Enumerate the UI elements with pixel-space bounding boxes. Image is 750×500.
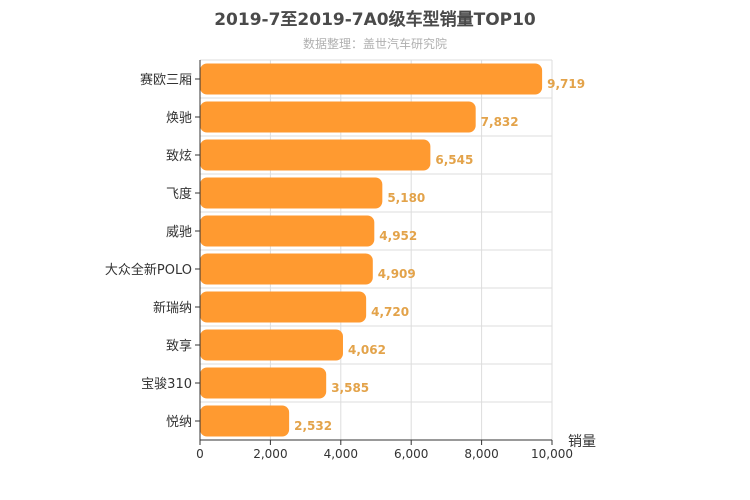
data-label: 9,719 <box>547 77 585 91</box>
x-axis-title: 销量 <box>568 434 596 450</box>
category-label: 赛欧三厢 <box>140 72 192 88</box>
x-tick-label: 0 <box>196 447 204 461</box>
x-tick-label: 4,000 <box>324 447 358 461</box>
data-label: 4,909 <box>378 267 416 281</box>
bar <box>200 405 290 437</box>
data-label: 5,180 <box>387 191 425 205</box>
data-label: 3,585 <box>331 381 369 395</box>
bar <box>200 253 373 285</box>
data-label: 2,532 <box>294 419 332 433</box>
chart-title: 2019-7至2019-7A0级车型销量TOP10 <box>214 9 536 30</box>
data-label: 4,720 <box>371 305 409 319</box>
bar-layer: 9,719 7,832 6,545 5,180 4,952 4,909 4,720 4,062… <box>200 63 585 437</box>
bar <box>200 215 375 247</box>
x-tick-label: 8,000 <box>464 447 498 461</box>
bar <box>200 101 476 133</box>
category-label: 威驰 <box>166 225 192 240</box>
data-label: 6,545 <box>435 153 473 167</box>
category-label: 致享 <box>166 338 192 354</box>
x-tick-label: 6,000 <box>394 447 428 461</box>
x-tick-label: 2,000 <box>253 447 287 461</box>
category-label: 新瑞纳 <box>153 300 192 316</box>
axis-layer: 0 2,000 4,000 6,000 8,000 10,000 赛欧三厢焕驰致炫飞度威驰大… <box>105 60 573 461</box>
category-label: 大众全新POLO <box>105 262 192 278</box>
category-label: 焕驰 <box>166 111 192 126</box>
data-label: 4,952 <box>379 229 417 243</box>
chart-subtitle: 数据整理：盖世汽车研究院 <box>303 36 447 51</box>
bar <box>200 367 327 399</box>
category-label: 飞度 <box>166 186 192 202</box>
bar <box>200 291 367 323</box>
category-label: 悦纳 <box>166 415 192 430</box>
bar <box>200 177 383 209</box>
data-label: 4,062 <box>348 343 386 357</box>
data-label: 7,832 <box>481 115 519 129</box>
category-label: 致炫 <box>166 148 192 164</box>
bar <box>200 329 343 361</box>
bar <box>200 139 431 171</box>
x-tick-label: 10,000 <box>531 447 573 461</box>
category-label: 宝骏310 <box>141 377 192 392</box>
bar <box>200 63 543 95</box>
